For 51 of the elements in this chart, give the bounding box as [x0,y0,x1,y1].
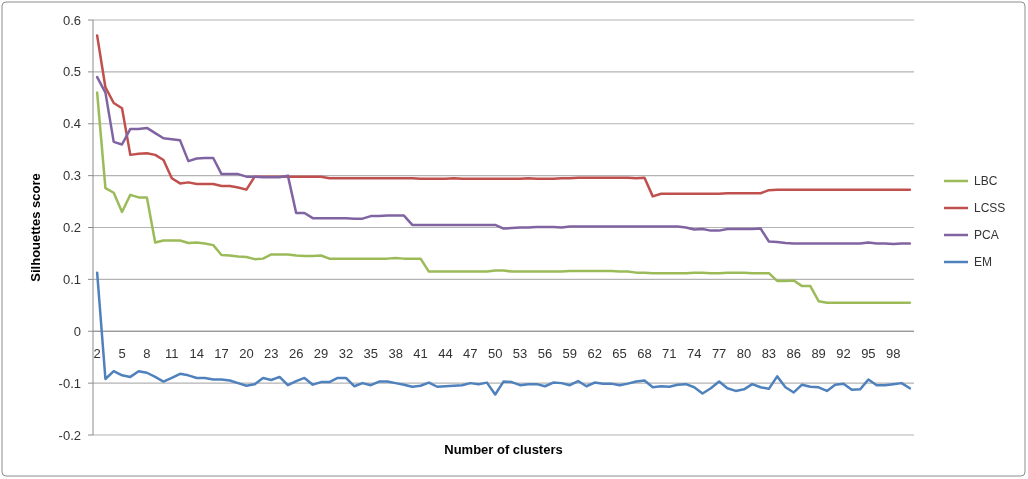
x-tick-label: 8 [143,346,151,362]
x-tick-label: 2 [93,346,101,362]
x-tick-label: 44 [438,346,453,362]
x-tick-label: 29 [313,346,329,362]
x-tick-label: 35 [363,346,379,362]
x-tick-label: 5 [118,346,126,362]
y-tick-label: 0.5 [62,64,81,80]
x-tick-label: 56 [537,346,553,362]
x-tick-label: 59 [562,346,578,362]
x-tick-label: 32 [338,346,354,362]
legend-label: LCSS [974,201,1006,216]
y-tick-label: 0.6 [62,12,81,28]
y-axis-title: Silhouettes score [28,173,43,282]
legend-label: PCA [974,228,999,243]
x-tick-label: 77 [711,346,727,362]
x-tick-label: 62 [587,346,602,362]
x-tick-label: 47 [463,346,478,362]
legend-label: EM [974,255,992,270]
x-tick-label: 53 [512,346,528,362]
line-series [95,75,912,246]
x-tick-label: 50 [487,346,503,362]
x-axis-title: Number of clusters [444,442,563,457]
x-tick-label: 71 [662,346,677,362]
y-tick-label: -0.2 [58,427,81,443]
x-tick-label: 92 [836,346,851,362]
x-tick-label: 26 [288,346,304,362]
x-tick-label: 80 [736,346,752,362]
x-tick-label: 38 [388,346,403,362]
y-tick-label: 0.1 [62,271,81,287]
y-tick-label: 0 [73,323,81,339]
line-series [95,91,912,304]
x-tick-label: 14 [189,346,204,362]
x-tick-label: 86 [786,346,801,362]
x-tick-label: 65 [612,346,627,362]
x-tick-label: 41 [413,346,428,362]
y-tick-label: 0.2 [62,220,81,236]
x-tick-label: 83 [761,346,777,362]
x-tick-label: 98 [886,346,901,362]
x-tick-label: 68 [637,346,652,362]
legend-label: LBC [974,174,998,189]
y-tick-label: 0.3 [62,168,81,184]
line-series [95,34,912,198]
y-tick-label: -0.1 [58,375,81,391]
y-tick-label: 0.4 [62,116,81,132]
x-tick-label: 74 [687,346,702,362]
x-tick-label: 89 [811,346,826,362]
x-tick-label: 20 [239,346,254,362]
x-tick-label: 95 [861,346,876,362]
x-tick-label: 11 [165,346,179,362]
x-tick-label: 17 [214,346,229,362]
x-tick-label: 23 [264,346,279,362]
